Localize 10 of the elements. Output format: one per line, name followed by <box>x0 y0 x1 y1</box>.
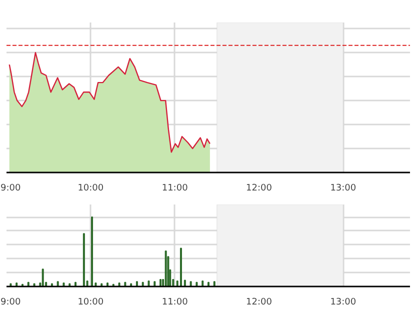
x-tick-label: 10:00 <box>78 298 104 308</box>
x-tick-label: 9:00 <box>0 298 21 308</box>
x-tick-label: 12:00 <box>246 184 272 194</box>
x-tick-label: 11:00 <box>162 184 188 194</box>
x-tick-label: 12:00 <box>246 298 272 308</box>
x-tick-label: 10:00 <box>78 184 104 194</box>
x-tick-label: 9:00 <box>0 184 21 194</box>
x-tick-label: 11:00 <box>162 298 188 308</box>
x-tick-label: 13:00 <box>330 298 356 308</box>
x-tick-label: 13:00 <box>330 184 356 194</box>
